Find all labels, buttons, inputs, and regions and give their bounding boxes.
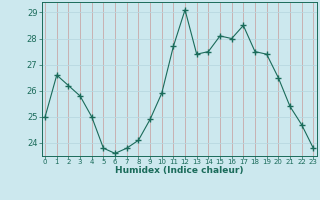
X-axis label: Humidex (Indice chaleur): Humidex (Indice chaleur) (115, 166, 244, 175)
